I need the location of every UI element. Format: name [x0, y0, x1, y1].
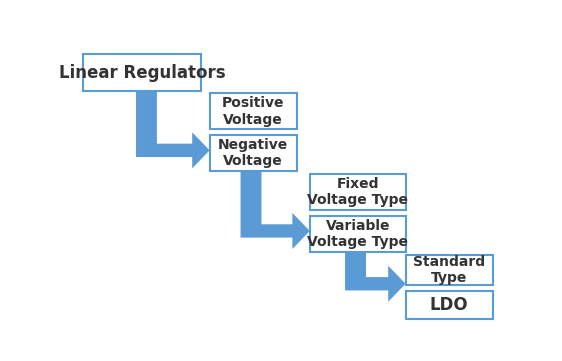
Text: Negative
Voltage: Negative Voltage [218, 138, 288, 168]
Text: LDO: LDO [430, 296, 469, 314]
Polygon shape [345, 252, 406, 302]
Text: Linear Regulators: Linear Regulators [59, 64, 225, 82]
Text: Standard
Type: Standard Type [413, 255, 485, 285]
Bar [406, 255, 493, 285]
Bar [406, 291, 493, 318]
Text: Variable
Voltage Type: Variable Voltage Type [307, 219, 408, 249]
Text: Fixed
Voltage Type: Fixed Voltage Type [307, 177, 408, 207]
Bar [310, 216, 406, 252]
Bar [310, 174, 406, 210]
Polygon shape [241, 171, 310, 249]
Bar [83, 55, 201, 91]
Bar [210, 93, 297, 130]
Polygon shape [136, 91, 210, 168]
Bar [210, 135, 297, 171]
Text: Positive
Voltage: Positive Voltage [222, 96, 284, 126]
